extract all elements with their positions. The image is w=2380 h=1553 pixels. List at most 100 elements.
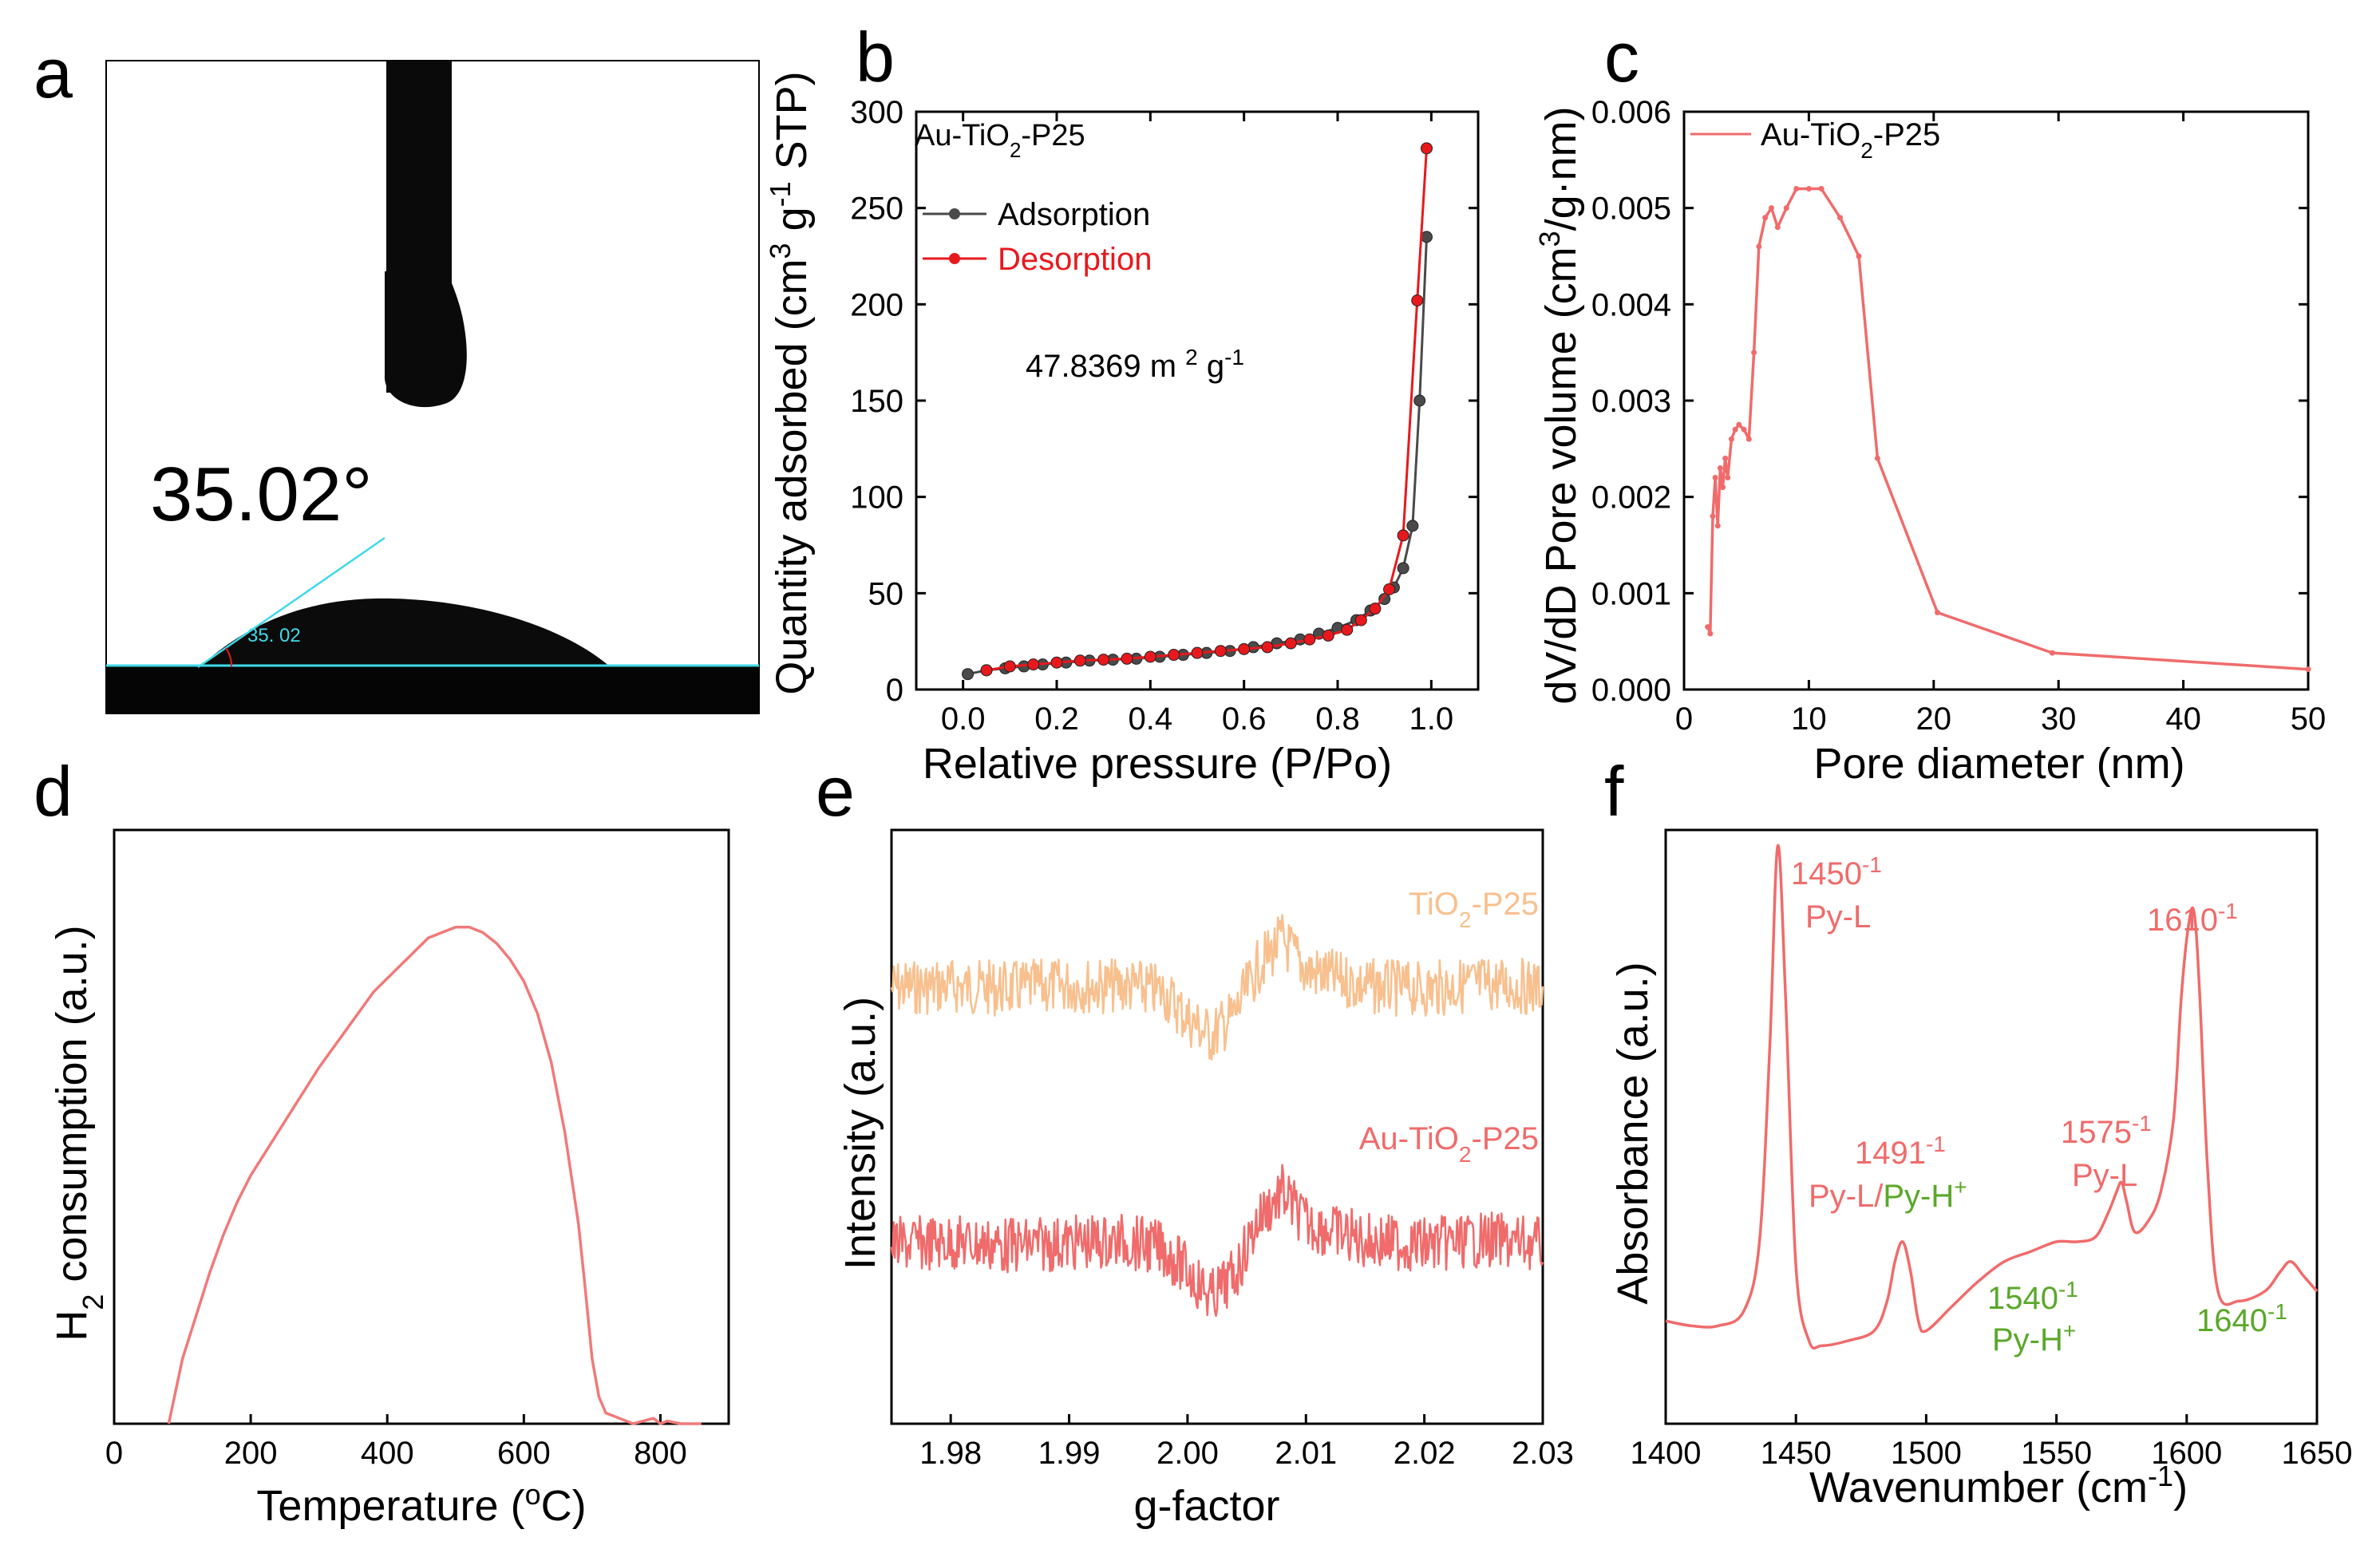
b-xtick-label: 1.0 bbox=[1409, 701, 1454, 737]
b-point-desorption bbox=[1073, 654, 1086, 667]
pendant-droplet bbox=[384, 271, 467, 408]
c-point bbox=[1719, 484, 1726, 491]
c-xlabel: Pore diameter (nm) bbox=[1813, 740, 2184, 788]
b-point-desorption bbox=[1411, 294, 1424, 307]
sessile-droplet bbox=[200, 598, 611, 667]
c-point bbox=[1856, 253, 1862, 259]
panel-label-b: b bbox=[856, 18, 895, 97]
b-point-adsorption bbox=[1406, 520, 1419, 532]
e-xtick-label: 2.02 bbox=[1394, 1436, 1456, 1471]
f-ann-1450-wn: 1450-1 bbox=[1791, 852, 1882, 892]
b-xlabel: Relative pressure (P/Po) bbox=[923, 740, 1392, 788]
b-point-desorption bbox=[1097, 654, 1110, 666]
e-series-0 bbox=[890, 914, 1544, 1061]
c-ytick-label: 0.006 bbox=[1591, 95, 1671, 130]
b-ytick-label: 50 bbox=[868, 576, 904, 611]
c-point bbox=[1793, 186, 1800, 192]
f-ann-1640-wn: 1640-1 bbox=[2196, 1299, 2287, 1339]
b-bet-annotation: 47.8369 m 2 g-1 bbox=[1026, 345, 1244, 385]
f-ann-1540-wn: 1540-1 bbox=[1987, 1277, 2078, 1317]
b-point-adsorption bbox=[1413, 394, 1426, 407]
angle-small-label: 35. 02 bbox=[247, 625, 301, 646]
b-ytick-label: 300 bbox=[850, 95, 903, 130]
c-xtick-label: 0 bbox=[1675, 701, 1693, 737]
b-xtick-label: 0.6 bbox=[1222, 701, 1267, 737]
c-xtick-label: 30 bbox=[2041, 701, 2077, 737]
b-point-desorption bbox=[1383, 583, 1396, 596]
c-point bbox=[1837, 215, 1843, 221]
c-point bbox=[1712, 475, 1718, 481]
f-ann-1450-name: Py-L bbox=[1805, 899, 1871, 935]
d-series-tpr bbox=[167, 925, 702, 1425]
c-ytick-label: 0.003 bbox=[1591, 384, 1671, 419]
c-xtick-label: 50 bbox=[2291, 701, 2327, 737]
b-ytick-label: 0 bbox=[886, 673, 903, 708]
c-frame bbox=[1682, 110, 2310, 691]
c-ytick-label: 0.001 bbox=[1591, 576, 1671, 611]
c-point bbox=[1768, 205, 1774, 211]
panel-label-a: a bbox=[34, 34, 73, 113]
b-point-adsorption bbox=[962, 668, 975, 681]
panel-c: c 0 10 20 30 40 50 0.000 0.001 0.002 0.003 0.004 0.… bbox=[1533, 18, 2327, 788]
c-legend-label: Au-TiO2-P25 bbox=[1761, 117, 1940, 163]
c-point bbox=[1705, 624, 1711, 630]
panel-a: a 35. 02 35.02° bbox=[34, 34, 760, 714]
f-ylabel: Absorbance (a.u.) bbox=[1609, 962, 1657, 1304]
b-point-desorption bbox=[1121, 652, 1133, 665]
b-point-desorption bbox=[1027, 658, 1040, 671]
f-xtick-label: 1600 bbox=[2151, 1436, 2222, 1471]
c-point bbox=[1714, 523, 1721, 529]
b-point-desorption bbox=[1144, 650, 1156, 663]
panel-label-f: f bbox=[1604, 752, 1624, 831]
panel-d: d 0 200 400 600 800 Temperature (oC) H2 cons… bbox=[34, 752, 730, 1530]
d-frame bbox=[113, 828, 730, 1425]
b-point-desorption bbox=[1284, 637, 1297, 650]
c-ytick-label: 0.000 bbox=[1591, 673, 1671, 708]
c-point bbox=[1745, 436, 1752, 442]
c-point bbox=[1732, 426, 1738, 433]
contact-angle-value: 35.02° bbox=[150, 452, 373, 537]
c-ytick-label: 0.004 bbox=[1591, 287, 1671, 322]
b-point-desorption bbox=[1238, 642, 1251, 655]
tangent-line bbox=[197, 536, 385, 669]
e-xtick-label: 2.00 bbox=[1156, 1436, 1219, 1471]
b-ytick-label: 100 bbox=[850, 480, 903, 516]
b-point-desorption bbox=[1369, 603, 1382, 615]
e-xtick-label: 2.01 bbox=[1275, 1436, 1337, 1471]
panel-label-c: c bbox=[1604, 18, 1639, 97]
c-xtick-label: 40 bbox=[2165, 701, 2201, 737]
d-xtick-label: 0 bbox=[105, 1436, 123, 1471]
f-ann-1610-wn: 1610-1 bbox=[2147, 899, 2238, 939]
b-point-desorption bbox=[1303, 633, 1316, 646]
f-ann-1540-name: Py-H+ bbox=[1992, 1318, 2076, 1358]
c-point bbox=[2305, 666, 2311, 673]
c-ylabel: dV/dD Pore volume (cm3/g·nm) bbox=[1533, 106, 1586, 704]
f-ann-1575-name: Py-L bbox=[2072, 1158, 2137, 1193]
panel-b: b 0.0 0.2 0.4 0.6 0.8 1.0 0 50 100 150 200 250 300 A… bbox=[764, 18, 1480, 788]
e-xtick-label: 2.03 bbox=[1512, 1436, 1574, 1471]
c-point bbox=[1818, 186, 1825, 192]
b-ytick-label: 200 bbox=[850, 287, 903, 322]
legend-label-desorption: Desorption bbox=[998, 242, 1152, 277]
e-label-tio2: TiO2-P25 bbox=[1409, 887, 1539, 932]
c-point bbox=[1774, 224, 1781, 231]
f-xlabel: Wavenumber (cm-1) bbox=[1809, 1460, 2188, 1512]
b-axes: 0.0 0.2 0.4 0.6 0.8 1.0 0 50 100 150 200 250 300 bbox=[850, 95, 1480, 737]
b-xtick-label: 0.0 bbox=[941, 701, 986, 737]
f-ann-1491-name: Py-L/Py-H+ bbox=[1809, 1175, 1967, 1215]
panel-label-d: d bbox=[34, 752, 73, 831]
c-point bbox=[1751, 350, 1757, 356]
f-ann-1575-wn: 1575-1 bbox=[2061, 1111, 2152, 1151]
c-series-pore bbox=[1706, 187, 2309, 671]
b-point-desorption bbox=[1003, 660, 1016, 673]
c-point bbox=[2049, 650, 2055, 656]
substrate bbox=[106, 666, 759, 713]
b-point-desorption bbox=[1050, 656, 1063, 669]
b-point-desorption bbox=[1420, 142, 1433, 155]
b-point-adsorption bbox=[1397, 562, 1409, 575]
f-xtick-label: 1400 bbox=[1631, 1436, 1702, 1471]
b-point-desorption bbox=[980, 664, 993, 677]
c-point bbox=[1762, 215, 1769, 221]
panel-e: e 1.98 1.99 2.00 2.01 2.02 2.03 TiO2-P25 Au-T… bbox=[816, 752, 1574, 1530]
